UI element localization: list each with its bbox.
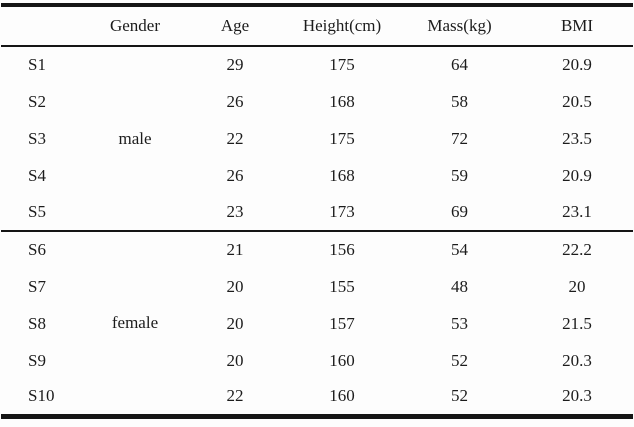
col-header-mass: Mass(kg) [427,16,492,35]
female-group: S6 female 21 156 54 22.2 S7 20 155 48 20… [1,231,633,416]
table-row: S5 23 173 69 23.1 [1,194,633,231]
cell-gender: female [111,312,159,332]
cell-bmi: 22.2 [562,240,592,259]
cell-id: S7 [28,276,46,296]
cell-gender: male [118,128,152,148]
cell-height: 160 [329,386,355,406]
cell-mass: 52 [451,350,468,370]
header-row: Gender Age Height(cm) Mass(kg) BMI [1,5,633,46]
col-header-gender: Gender [109,16,161,35]
cell-height: 160 [329,350,355,370]
cell-age: 22 [226,386,244,406]
col-header-bmi: BMI [560,16,594,35]
cell-mass: 52 [451,386,468,406]
cell-mass: 53 [451,313,468,333]
col-header-height: Height(cm) [302,16,382,35]
cell-mass: 48 [451,276,468,296]
cell-height: 168 [329,91,355,111]
cell-id: S8 [28,313,46,333]
cell-age: 26 [226,91,244,111]
cell-height: 175 [329,128,355,148]
cell-bmi: 21.5 [562,313,592,333]
cell-bmi: 23.1 [562,202,592,221]
table-row: S1 male 29 175 64 20.9 [1,46,633,148]
cell-age: 20 [226,313,244,333]
cell-bmi: 20.3 [562,386,592,406]
cell-mass: 59 [451,165,468,185]
cell-bmi: 20.5 [562,91,592,111]
cell-height: 157 [329,313,355,333]
cell-id: S6 [28,240,46,259]
cell-id: S9 [28,350,46,370]
cell-mass: 54 [451,240,468,259]
cell-age: 29 [226,55,244,74]
col-header-id [1,5,86,46]
cell-age: 23 [226,202,244,221]
cell-age: 26 [226,165,244,185]
subject-anthropometrics-table: Gender Age Height(cm) Mass(kg) BMI S1 ma… [1,3,633,419]
cell-id: S1 [28,55,46,74]
cell-mass: 69 [451,202,468,221]
cell-height: 168 [329,165,355,185]
table-header: Gender Age Height(cm) Mass(kg) BMI [1,5,633,46]
cell-height: 155 [329,276,355,296]
table-row: S3 22 175 72 23.5 [1,120,633,157]
table-row: S6 female 21 156 54 22.2 [1,231,633,332]
cell-age: 22 [226,128,244,148]
cell-id: S5 [28,202,46,221]
cell-bmi: 20.9 [562,165,592,185]
table-row: S7 20 155 48 20 [1,268,633,305]
cell-mass: 58 [451,91,468,111]
cell-bmi: 20.9 [562,55,592,74]
cell-bmi: 20 [568,276,586,296]
cell-age: 21 [226,240,244,259]
cell-id: S3 [28,128,46,148]
table-row: S10 22 160 52 20.3 [1,379,633,416]
table-row: S4 26 168 59 20.9 [1,157,633,194]
cell-age: 20 [226,350,244,370]
cell-bmi: 20.3 [562,350,592,370]
cell-age: 20 [226,276,244,296]
cell-height: 175 [329,55,355,74]
cell-mass: 64 [451,55,468,74]
cell-id: S10 [28,386,55,406]
cell-id: S4 [28,165,46,185]
cell-bmi: 23.5 [562,128,592,148]
cell-id: S2 [28,91,46,111]
table-row: S2 26 168 58 20.5 [1,83,633,120]
male-group: S1 male 29 175 64 20.9 S2 26 168 58 20.5… [1,46,633,231]
cell-height: 156 [329,240,355,259]
cell-height: 173 [329,202,355,221]
table-row: S8 20 157 53 21.5 [1,305,633,342]
col-header-age: Age [220,16,250,35]
cell-mass: 72 [451,128,468,148]
table-row: S9 20 160 52 20.3 [1,342,633,379]
